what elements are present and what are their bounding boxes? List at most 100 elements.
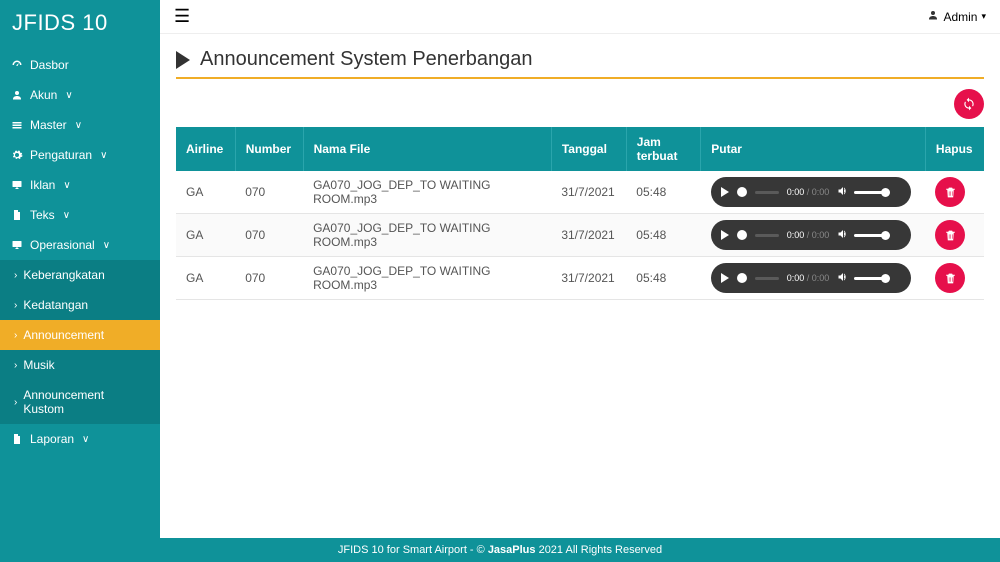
refresh-button[interactable]	[954, 89, 984, 119]
sidebar-item-label: Iklan	[30, 178, 55, 192]
audio-progress-track[interactable]	[755, 277, 779, 280]
sidebar-item-laporan[interactable]: Laporan∨	[0, 424, 160, 454]
audio-player[interactable]: 0:00 / 0:00	[711, 177, 911, 207]
table-header-putar: Putar	[701, 127, 926, 171]
sidebar-item-iklan[interactable]: Iklan ∨	[0, 170, 160, 200]
brand-title: JFIDS 10	[0, 0, 160, 50]
play-icon[interactable]	[721, 187, 729, 197]
audio-volume[interactable]	[837, 228, 886, 243]
sidebar-subitem-kedatangan[interactable]: › Kedatangan	[0, 290, 160, 320]
audio-time: 0:00 / 0:00	[787, 187, 830, 197]
play-icon[interactable]	[721, 230, 729, 240]
chevron-down-icon: ∨	[103, 240, 110, 251]
chevron-right-icon: ›	[14, 360, 17, 371]
table-header-jam-terbuat: Jam terbuat	[626, 127, 700, 171]
audio-progress-track[interactable]	[755, 191, 779, 194]
footer-suffix: 2021 All Rights Reserved	[536, 544, 663, 556]
audio-volume[interactable]	[837, 185, 886, 200]
cell-date: 31/7/2021	[551, 171, 626, 214]
user-icon	[10, 88, 24, 102]
sidebar-item-operasional[interactable]: Operasional ∨	[0, 230, 160, 260]
cell-date: 31/7/2021	[551, 257, 626, 300]
chevron-right-icon: ›	[14, 270, 17, 281]
play-triangle-icon	[176, 51, 190, 69]
page-title-row: Announcement System Penerbangan	[176, 48, 984, 79]
sidebar-subitem-label: Keberangkatan	[23, 268, 104, 282]
sidebar-item-pengaturan[interactable]: Pengaturan∨	[0, 140, 160, 170]
audio-progress-handle[interactable]	[737, 230, 747, 240]
sidebar-item-label: Laporan	[30, 432, 74, 446]
cell-airline: GA	[176, 214, 235, 257]
sidebar-subitem-label: Kedatangan	[23, 298, 88, 312]
volume-slider[interactable]	[854, 191, 886, 194]
sidebar-item-label: Master	[30, 118, 67, 132]
cell-time: 05:48	[626, 257, 700, 300]
volume-slider[interactable]	[854, 234, 886, 237]
sidebar-subitem-label: Musik	[23, 358, 54, 372]
monitor-icon	[10, 238, 24, 252]
cell-delete	[925, 214, 984, 257]
sidebar: JFIDS 10 DasborAkun∨Master∨Pengaturan∨Ik…	[0, 0, 160, 538]
sidebar-subitem-musik[interactable]: › Musik	[0, 350, 160, 380]
cell-airline: GA	[176, 257, 235, 300]
monitor-icon	[10, 178, 24, 192]
audio-progress-handle[interactable]	[737, 273, 747, 283]
sidebar-subnav-operasional: › Keberangkatan › Kedatangan ›Announcement › M…	[0, 260, 160, 424]
delete-button[interactable]	[935, 220, 965, 250]
sidebar-item-dasbor[interactable]: Dasbor	[0, 50, 160, 80]
user-icon	[927, 9, 939, 24]
trash-icon	[944, 272, 957, 285]
sidebar-item-akun[interactable]: Akun∨	[0, 80, 160, 110]
announcement-table: AirlineNumberNama FileTanggalJam terbuat…	[176, 127, 984, 300]
chevron-down-icon: ∨	[63, 210, 70, 221]
sidebar-item-teks[interactable]: Teks ∨	[0, 200, 160, 230]
sidebar-subitem-keberangkatan[interactable]: › Keberangkatan	[0, 260, 160, 290]
chevron-right-icon: ›	[14, 300, 17, 311]
sidebar-nav: DasborAkun∨Master∨Pengaturan∨Iklan∨Teks∨…	[0, 50, 160, 454]
table-row: GA070GA070_JOG_DEP_TO WAITING ROOM.mp331…	[176, 214, 984, 257]
cell-file: GA070_JOG_DEP_TO WAITING ROOM.mp3	[303, 171, 551, 214]
delete-button[interactable]	[935, 263, 965, 293]
audio-player[interactable]: 0:00 / 0:00	[711, 263, 911, 293]
refresh-row	[176, 89, 984, 119]
table-row: GA070GA070_JOG_DEP_TO WAITING ROOM.mp331…	[176, 171, 984, 214]
trash-icon	[944, 186, 957, 199]
chevron-down-icon: ∨	[63, 180, 70, 191]
cell-date: 31/7/2021	[551, 214, 626, 257]
table-header-number: Number	[235, 127, 303, 171]
cell-play: 0:00 / 0:00	[701, 171, 926, 214]
footer-brand: JasaPlus	[488, 544, 536, 556]
sidebar-subitem-label: Announcement Kustom	[23, 388, 146, 416]
audio-volume[interactable]	[837, 271, 886, 286]
volume-slider[interactable]	[854, 277, 886, 280]
sidebar-item-label: Operasional	[30, 238, 95, 252]
sidebar-item-label: Pengaturan	[30, 148, 92, 162]
cell-file: GA070_JOG_DEP_TO WAITING ROOM.mp3	[303, 257, 551, 300]
stack-icon	[10, 118, 24, 132]
audio-progress-handle[interactable]	[737, 187, 747, 197]
audio-player[interactable]: 0:00 / 0:00	[711, 220, 911, 250]
delete-button[interactable]	[935, 177, 965, 207]
sidebar-item-label: Teks	[30, 208, 55, 222]
user-label: Admin	[943, 10, 977, 24]
table-header-tanggal: Tanggal	[551, 127, 626, 171]
audio-time: 0:00 / 0:00	[787, 273, 830, 283]
cell-number: 070	[235, 214, 303, 257]
cell-time: 05:48	[626, 171, 700, 214]
sidebar-subitem-announcement[interactable]: ›Announcement	[0, 320, 160, 350]
user-menu[interactable]: Admin ▾	[927, 9, 986, 24]
table-header-nama-file: Nama File	[303, 127, 551, 171]
cell-number: 070	[235, 257, 303, 300]
play-icon[interactable]	[721, 273, 729, 283]
cell-airline: GA	[176, 171, 235, 214]
hamburger-icon[interactable]: ☰	[174, 6, 190, 27]
sidebar-subitem-announcement-kustom[interactable]: › Announcement Kustom	[0, 380, 160, 424]
refresh-icon	[962, 97, 976, 111]
sidebar-item-master[interactable]: Master∨	[0, 110, 160, 140]
page-title: Announcement System Penerbangan	[200, 48, 532, 71]
chevron-right-icon: ›	[14, 397, 17, 408]
footer: JFIDS 10 for Smart Airport - © JasaPlus …	[0, 538, 1000, 562]
cell-delete	[925, 171, 984, 214]
audio-progress-track[interactable]	[755, 234, 779, 237]
file-icon	[10, 432, 24, 446]
